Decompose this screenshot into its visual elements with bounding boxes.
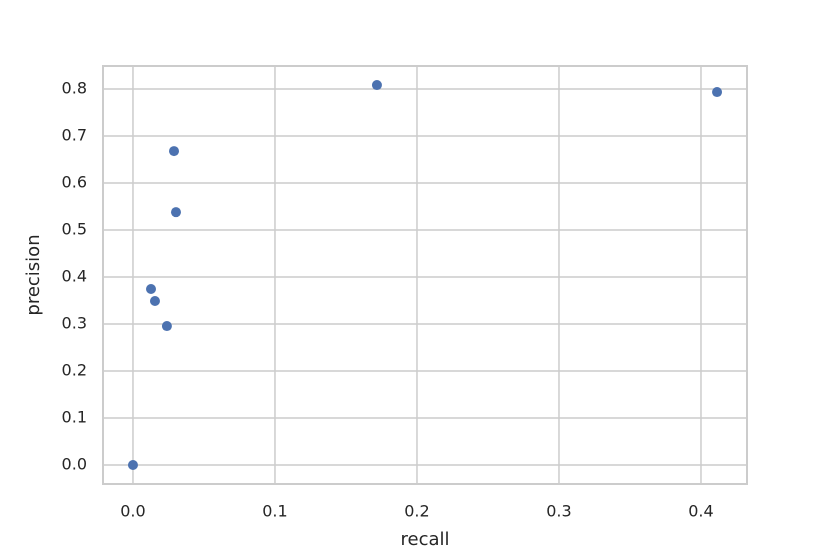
y-tick-label: 0.0 xyxy=(62,455,87,474)
point xyxy=(145,284,156,295)
x-axis-label: recall xyxy=(400,529,449,550)
y-tick-label: 0.2 xyxy=(62,361,87,380)
x-tick-label: 0.1 xyxy=(262,502,287,521)
x-tick-label: 0.3 xyxy=(546,502,571,521)
point xyxy=(371,80,382,91)
y-tick-label: 0.8 xyxy=(62,79,87,98)
plot-frame xyxy=(102,65,748,485)
x-tick-label: 0.0 xyxy=(120,502,145,521)
y-tick-label: 0.5 xyxy=(62,220,87,239)
point xyxy=(127,460,138,471)
point xyxy=(170,207,181,218)
y-tick-label: 0.1 xyxy=(62,408,87,427)
point xyxy=(161,321,172,332)
point xyxy=(149,295,160,306)
x-tick-label: 0.4 xyxy=(688,502,713,521)
x-tick-label: 0.2 xyxy=(404,502,429,521)
y-tick-label: 0.3 xyxy=(62,314,87,333)
point xyxy=(169,146,180,157)
point xyxy=(712,87,723,98)
y-tick-label: 0.6 xyxy=(62,173,87,192)
y-axis-label: precision xyxy=(23,234,44,315)
y-tick-label: 0.4 xyxy=(62,267,87,286)
y-tick-label: 0.7 xyxy=(62,126,87,145)
